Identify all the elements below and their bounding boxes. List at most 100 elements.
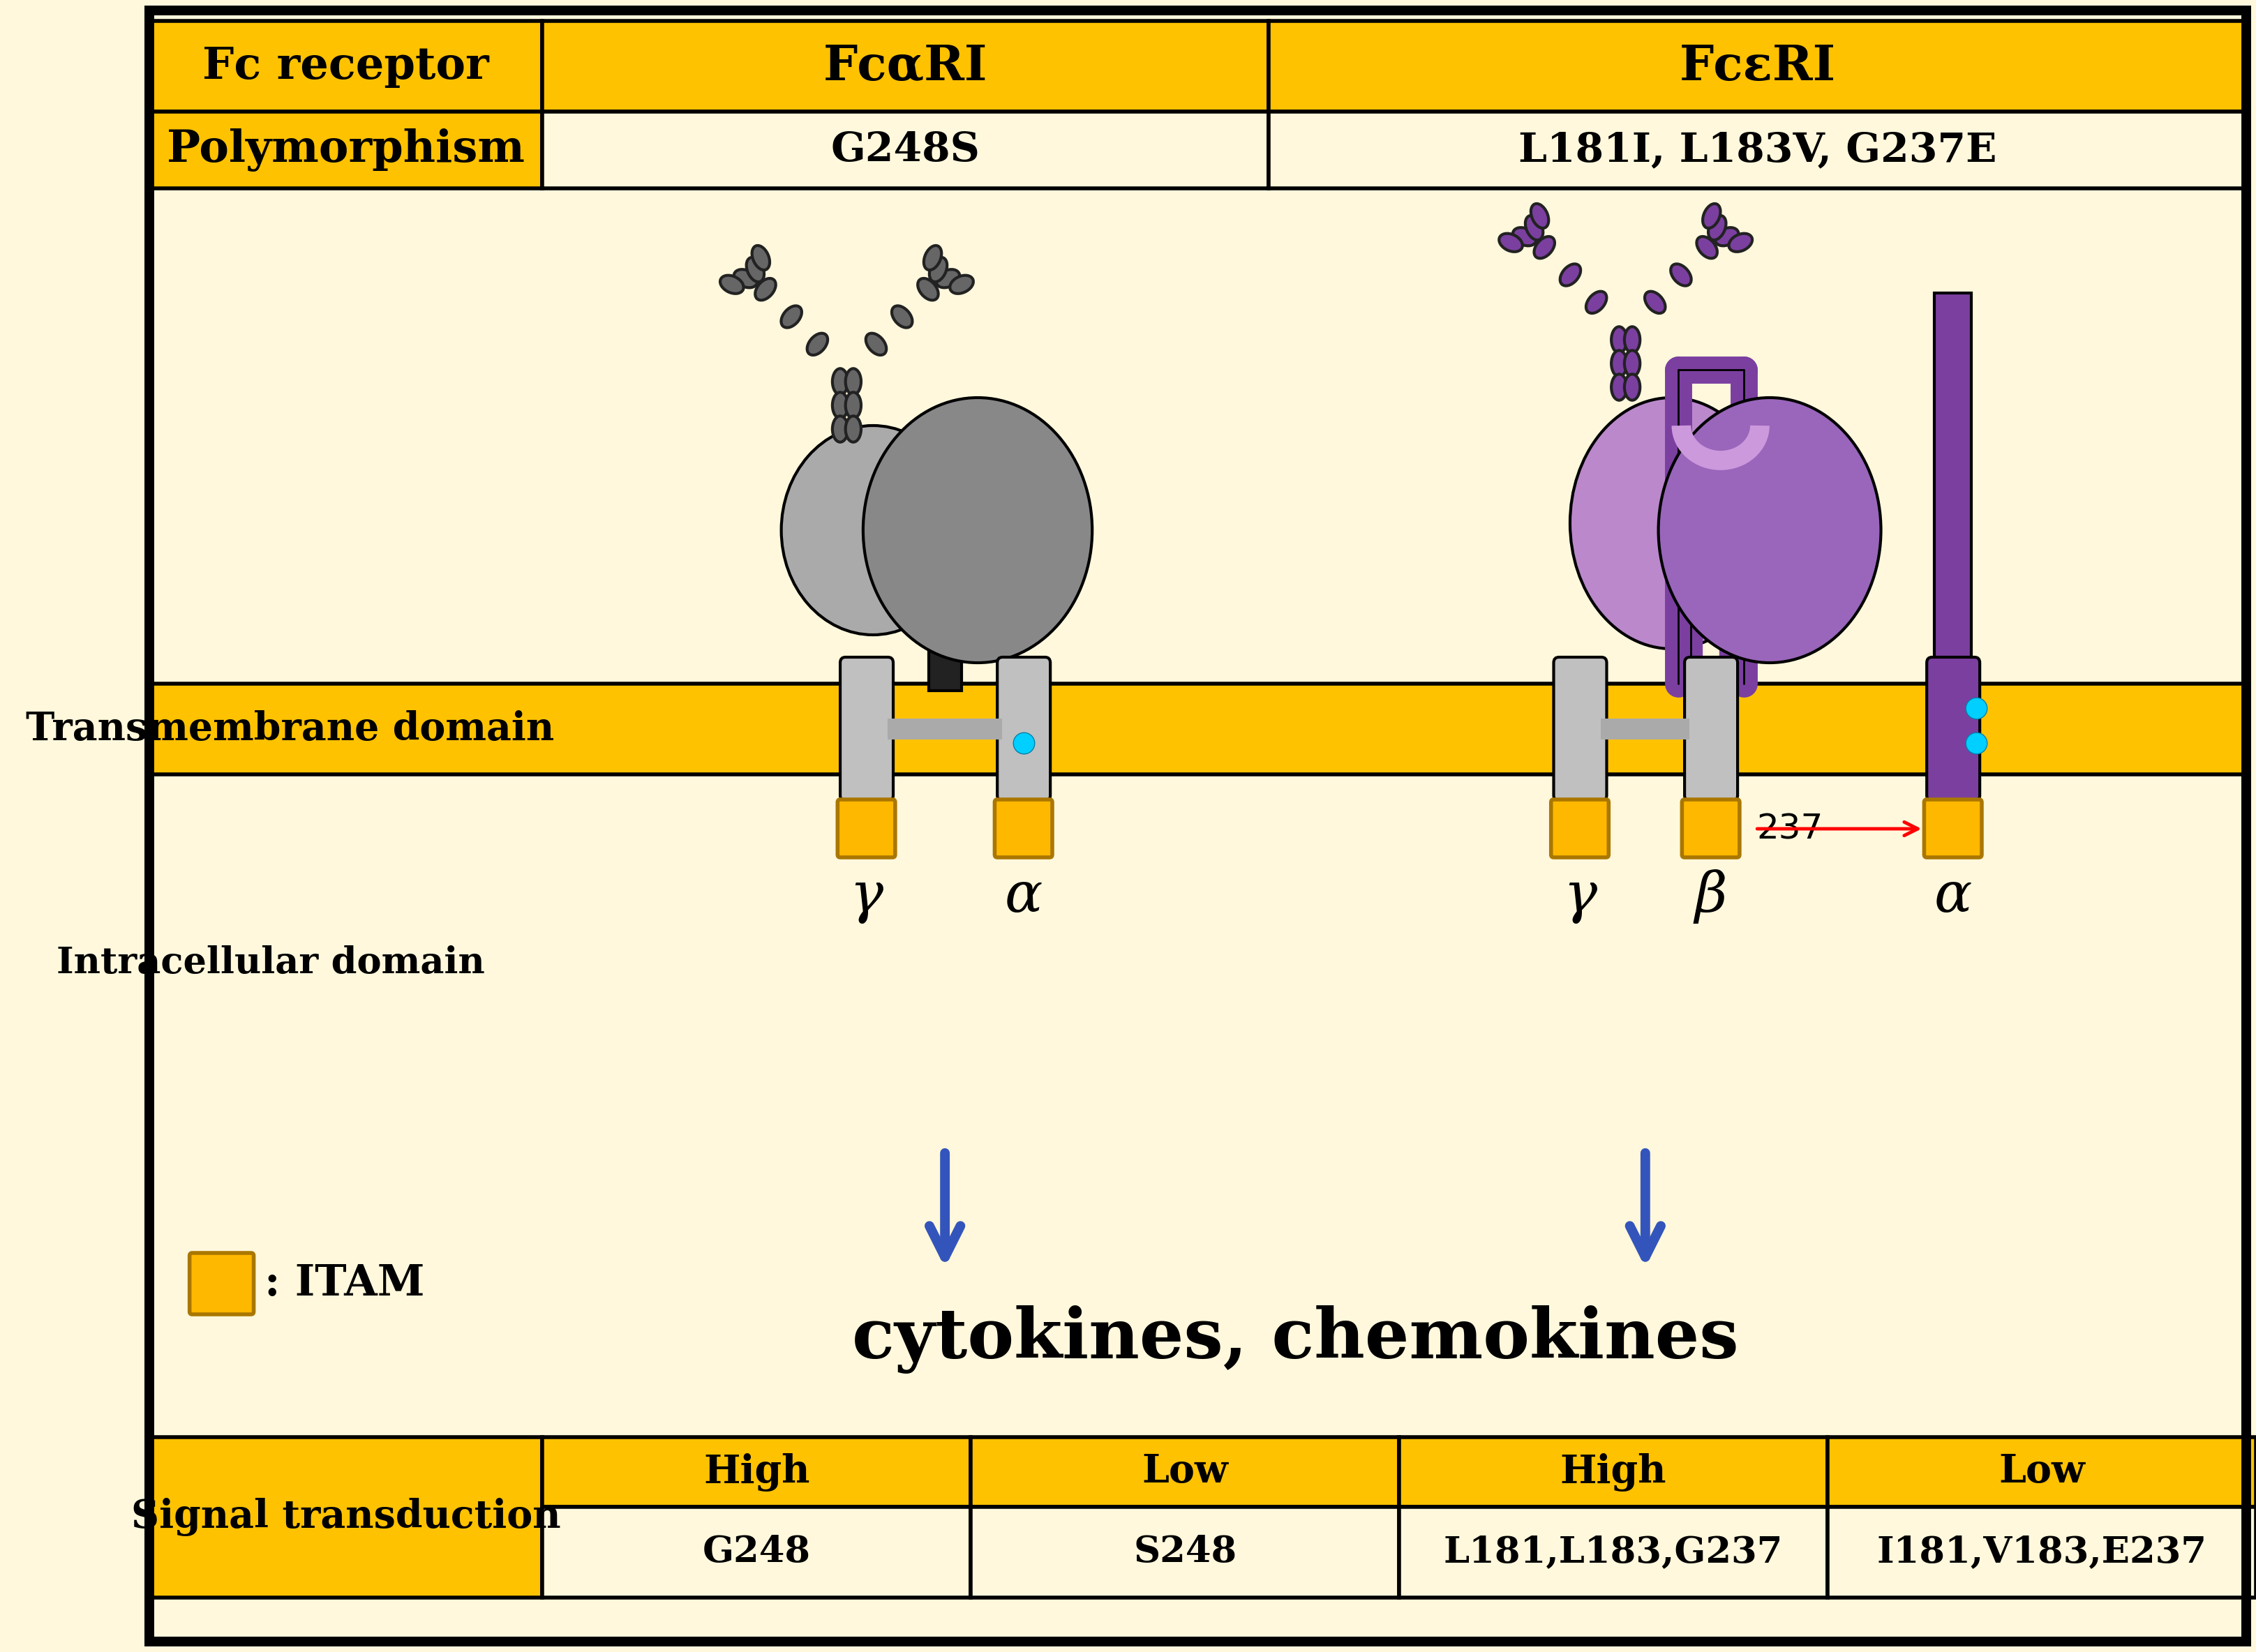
Ellipse shape (756, 279, 776, 301)
Ellipse shape (733, 269, 758, 287)
Ellipse shape (832, 392, 848, 418)
FancyBboxPatch shape (1268, 21, 2247, 112)
Ellipse shape (929, 258, 948, 282)
Ellipse shape (846, 392, 862, 418)
Ellipse shape (781, 306, 801, 327)
Text: High: High (704, 1452, 810, 1492)
Ellipse shape (1624, 327, 1640, 354)
Text: Transmembrane domain: Transmembrane domain (27, 710, 555, 748)
FancyBboxPatch shape (1554, 657, 1606, 801)
Text: Signal transduction: Signal transduction (131, 1498, 562, 1536)
Ellipse shape (781, 426, 966, 634)
FancyBboxPatch shape (1268, 112, 2247, 188)
Text: Intracellular domain: Intracellular domain (56, 945, 485, 981)
Text: : ITAM: : ITAM (264, 1262, 424, 1305)
FancyBboxPatch shape (839, 657, 893, 801)
FancyBboxPatch shape (541, 1507, 970, 1597)
Text: 237: 237 (1757, 813, 1823, 846)
Text: FcαRI: FcαRI (823, 43, 988, 89)
Text: I181,V183,E237: I181,V183,E237 (1877, 1535, 2206, 1569)
Ellipse shape (891, 306, 911, 327)
Ellipse shape (1703, 203, 1721, 228)
FancyBboxPatch shape (1927, 657, 1981, 801)
FancyBboxPatch shape (149, 684, 2247, 775)
Ellipse shape (1697, 236, 1717, 258)
Ellipse shape (832, 416, 848, 443)
Ellipse shape (1525, 215, 1543, 240)
Ellipse shape (1658, 398, 1882, 662)
Text: High: High (1561, 1452, 1667, 1492)
Ellipse shape (1672, 264, 1692, 286)
FancyBboxPatch shape (837, 800, 896, 857)
FancyBboxPatch shape (970, 1507, 1399, 1597)
Ellipse shape (747, 258, 765, 282)
FancyBboxPatch shape (929, 621, 961, 691)
Ellipse shape (1624, 373, 1640, 400)
Ellipse shape (1561, 264, 1581, 286)
FancyBboxPatch shape (149, 112, 541, 188)
FancyBboxPatch shape (1602, 719, 1690, 740)
FancyBboxPatch shape (887, 719, 1002, 740)
FancyBboxPatch shape (997, 657, 1051, 801)
Ellipse shape (1532, 203, 1548, 228)
FancyBboxPatch shape (970, 1437, 1399, 1507)
FancyBboxPatch shape (1399, 1437, 1827, 1507)
FancyBboxPatch shape (149, 21, 541, 112)
FancyBboxPatch shape (1685, 657, 1737, 801)
FancyBboxPatch shape (541, 21, 1268, 112)
FancyBboxPatch shape (1924, 800, 1981, 857)
Ellipse shape (1624, 350, 1640, 377)
Ellipse shape (1715, 228, 1739, 246)
Ellipse shape (1534, 236, 1554, 258)
FancyBboxPatch shape (995, 800, 1051, 857)
Text: L181I, L183V, G237E: L181I, L183V, G237E (1518, 131, 1997, 170)
Text: α: α (1933, 869, 1972, 923)
Ellipse shape (1514, 228, 1536, 246)
FancyBboxPatch shape (149, 1437, 541, 1597)
FancyBboxPatch shape (149, 10, 2247, 1642)
Text: β: β (1694, 869, 1728, 923)
FancyBboxPatch shape (1399, 1507, 1827, 1597)
Ellipse shape (918, 279, 938, 301)
Ellipse shape (1728, 233, 1753, 251)
Ellipse shape (751, 246, 769, 269)
FancyBboxPatch shape (541, 112, 1268, 188)
Text: cytokines, chemokines: cytokines, chemokines (853, 1305, 1739, 1374)
Ellipse shape (1586, 291, 1606, 314)
Text: γ: γ (1563, 869, 1597, 923)
Ellipse shape (1611, 350, 1627, 377)
Ellipse shape (864, 398, 1092, 662)
Text: S248: S248 (1133, 1535, 1236, 1569)
Ellipse shape (923, 246, 941, 269)
Ellipse shape (1645, 291, 1665, 314)
Text: Low: Low (1142, 1452, 1227, 1492)
Text: G248S: G248S (830, 131, 981, 170)
Ellipse shape (846, 416, 862, 443)
Ellipse shape (1611, 327, 1627, 354)
FancyBboxPatch shape (1827, 1437, 2256, 1507)
Text: FcεRI: FcεRI (1678, 43, 1836, 89)
Ellipse shape (1708, 215, 1726, 240)
Ellipse shape (866, 334, 887, 355)
Ellipse shape (808, 334, 828, 355)
Text: α: α (1004, 869, 1042, 923)
Ellipse shape (950, 276, 972, 294)
FancyBboxPatch shape (1936, 292, 1972, 795)
Text: Low: Low (1999, 1452, 2085, 1492)
Text: γ: γ (851, 869, 882, 923)
Text: G248: G248 (702, 1535, 810, 1569)
Ellipse shape (936, 269, 959, 287)
FancyBboxPatch shape (1552, 800, 1609, 857)
Ellipse shape (720, 276, 744, 294)
Text: Polymorphism: Polymorphism (167, 129, 526, 172)
Ellipse shape (846, 368, 862, 395)
FancyBboxPatch shape (1827, 1507, 2256, 1597)
Text: Fc receptor: Fc receptor (203, 45, 490, 88)
Ellipse shape (1611, 373, 1627, 400)
FancyBboxPatch shape (1683, 800, 1739, 857)
FancyBboxPatch shape (190, 1252, 253, 1315)
Ellipse shape (832, 368, 848, 395)
Ellipse shape (1570, 398, 1773, 649)
Text: L181,L183,G237: L181,L183,G237 (1444, 1535, 1782, 1569)
FancyBboxPatch shape (541, 1437, 970, 1507)
